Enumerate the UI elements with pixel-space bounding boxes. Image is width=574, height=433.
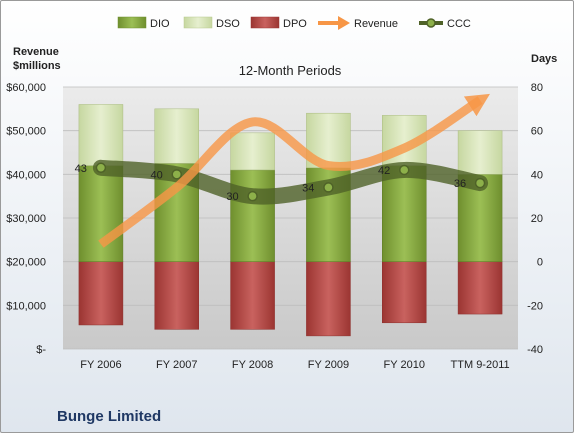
legend-label-dso: DSO [216, 18, 240, 30]
legend-item-dpo: DPO [250, 16, 307, 30]
dso-bar [230, 132, 275, 171]
dpo-bar [78, 261, 124, 326]
left-tick-label: $40,000 [6, 169, 46, 181]
right-tick-label: 20 [531, 213, 543, 225]
category-tick-label: FY 2007 [156, 359, 197, 371]
ccc-point [399, 164, 410, 176]
legend-item-revenue: Revenue [318, 16, 398, 30]
category-tick-label: FY 2008 [232, 359, 273, 371]
right-tick-label: -20 [527, 300, 543, 312]
ccc-data-label: 30 [226, 191, 238, 203]
legend-item-dso: DSO [183, 16, 240, 30]
category-tick-label: FY 2009 [308, 359, 349, 371]
ccc-data-label: 40 [151, 169, 163, 181]
right-tick-label: 40 [531, 169, 543, 181]
category-tick-label: FY 2006 [80, 359, 121, 371]
ccc-data-label: 36 [454, 178, 466, 190]
dio-bar [78, 165, 124, 262]
left-axis-ticks: $- $10,000 $20,000 $30,000 $40,000 $50,000 $60… [6, 82, 46, 356]
ccc-data-label: 34 [302, 182, 314, 194]
left-tick-label: $60,000 [6, 82, 46, 94]
right-axis-label: Days [531, 53, 557, 65]
ccc-point [95, 162, 107, 174]
dpo-bar [306, 261, 351, 337]
ccc-point [474, 177, 486, 189]
ccc-data-labels: 43 40 30 34 42 36 [75, 163, 466, 203]
dpo-bar [457, 261, 503, 315]
ccc-point [247, 190, 258, 202]
legend-item-dio: DIO [117, 16, 170, 30]
left-tick-label: $10,000 [6, 300, 46, 312]
left-axis-label-line1: Revenue [13, 46, 59, 58]
dso-bar [457, 130, 503, 175]
ccc-point [171, 169, 182, 180]
ccc-line [92, 159, 489, 205]
left-tick-label: $20,000 [6, 257, 46, 269]
dpo-bar [154, 261, 199, 330]
ccc-marker-icon [426, 18, 436, 28]
left-tick-label: $- [36, 344, 46, 356]
legend-item-ccc: CCC [419, 18, 471, 30]
dso-bar [78, 104, 124, 166]
right-tick-label: 60 [531, 126, 543, 138]
legend-label-dio: DIO [150, 18, 170, 30]
series-lines [92, 93, 490, 248]
right-axis-ticks: -40 -20 0 20 40 60 80 [527, 82, 543, 356]
chart-title: 12-Month Periods [239, 63, 342, 78]
dio-bar [230, 169, 275, 262]
left-tick-label: $30,000 [6, 213, 46, 225]
dpo-bar [230, 261, 275, 330]
category-tick-label: FY 2010 [384, 359, 425, 371]
dpo-bar [382, 261, 427, 324]
left-axis-label-line2: $millions [13, 60, 61, 72]
right-tick-label: 0 [537, 257, 543, 269]
right-tick-label: 80 [531, 82, 543, 94]
legend-label-dpo: DPO [283, 18, 307, 30]
legend-label-ccc: CCC [447, 18, 471, 30]
dso-bar [154, 108, 199, 164]
legend: DIO DSO DPO Revenue CCC [117, 16, 471, 30]
company-name: Bunge Limited [57, 408, 161, 425]
revenue-line [98, 93, 490, 248]
ccc-data-label: 43 [75, 163, 87, 175]
ccc-data-label: 42 [378, 165, 390, 177]
category-axis-ticks: FY 2006 FY 2007 FY 2008 FY 2009 FY 2010 TTM 9… [80, 359, 509, 371]
legend-label-revenue: Revenue [354, 18, 398, 30]
category-tick-label: TTM 9-2011 [451, 359, 510, 371]
ccc-point [323, 182, 334, 193]
left-tick-label: $50,000 [6, 126, 46, 138]
right-tick-label: -40 [527, 344, 543, 356]
